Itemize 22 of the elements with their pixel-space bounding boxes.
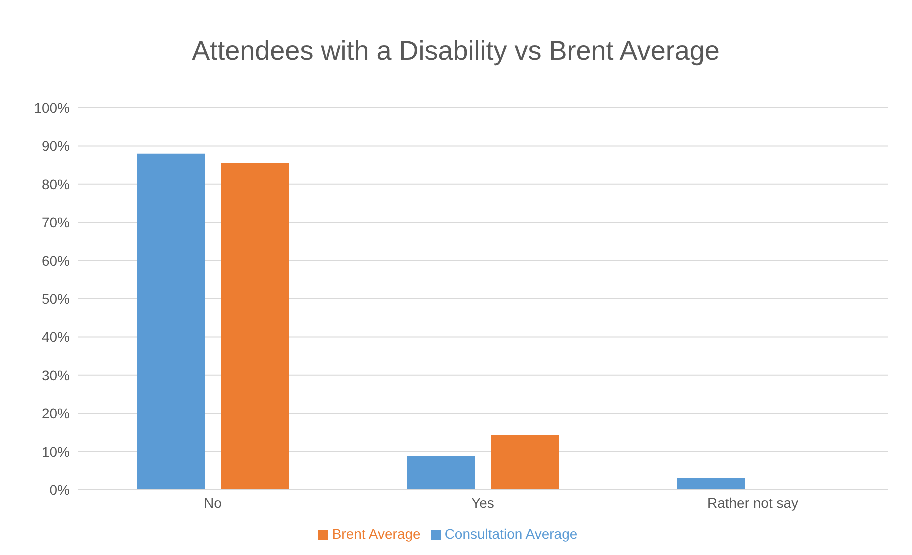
y-tick-label: 20% xyxy=(42,406,70,422)
bar xyxy=(221,163,290,490)
y-tick-label: 50% xyxy=(42,290,70,307)
y-tick-label: 100% xyxy=(34,100,70,116)
y-tick-label: 30% xyxy=(42,367,70,384)
y-tick-label: 80% xyxy=(42,176,70,192)
x-tick-label: Rather not say xyxy=(707,494,799,511)
x-tick-label: Yes xyxy=(472,494,494,511)
y-tick-label: 60% xyxy=(42,252,70,269)
y-tick-label: 70% xyxy=(42,214,70,231)
bar xyxy=(407,456,476,490)
legend-label: Brent Average xyxy=(332,526,421,542)
x-tick-label: No xyxy=(204,494,222,511)
y-tick-label: 40% xyxy=(42,329,70,346)
y-tick-label: 10% xyxy=(42,444,70,460)
bar xyxy=(137,154,206,490)
legend-label: Consultation Average xyxy=(444,526,578,542)
y-tick-label: 0% xyxy=(50,482,70,498)
chart-title: Attendees with a Disability vs Brent Average xyxy=(191,35,721,68)
bar xyxy=(677,478,746,490)
y-tick-label: 90% xyxy=(42,138,70,154)
bar xyxy=(491,435,560,490)
